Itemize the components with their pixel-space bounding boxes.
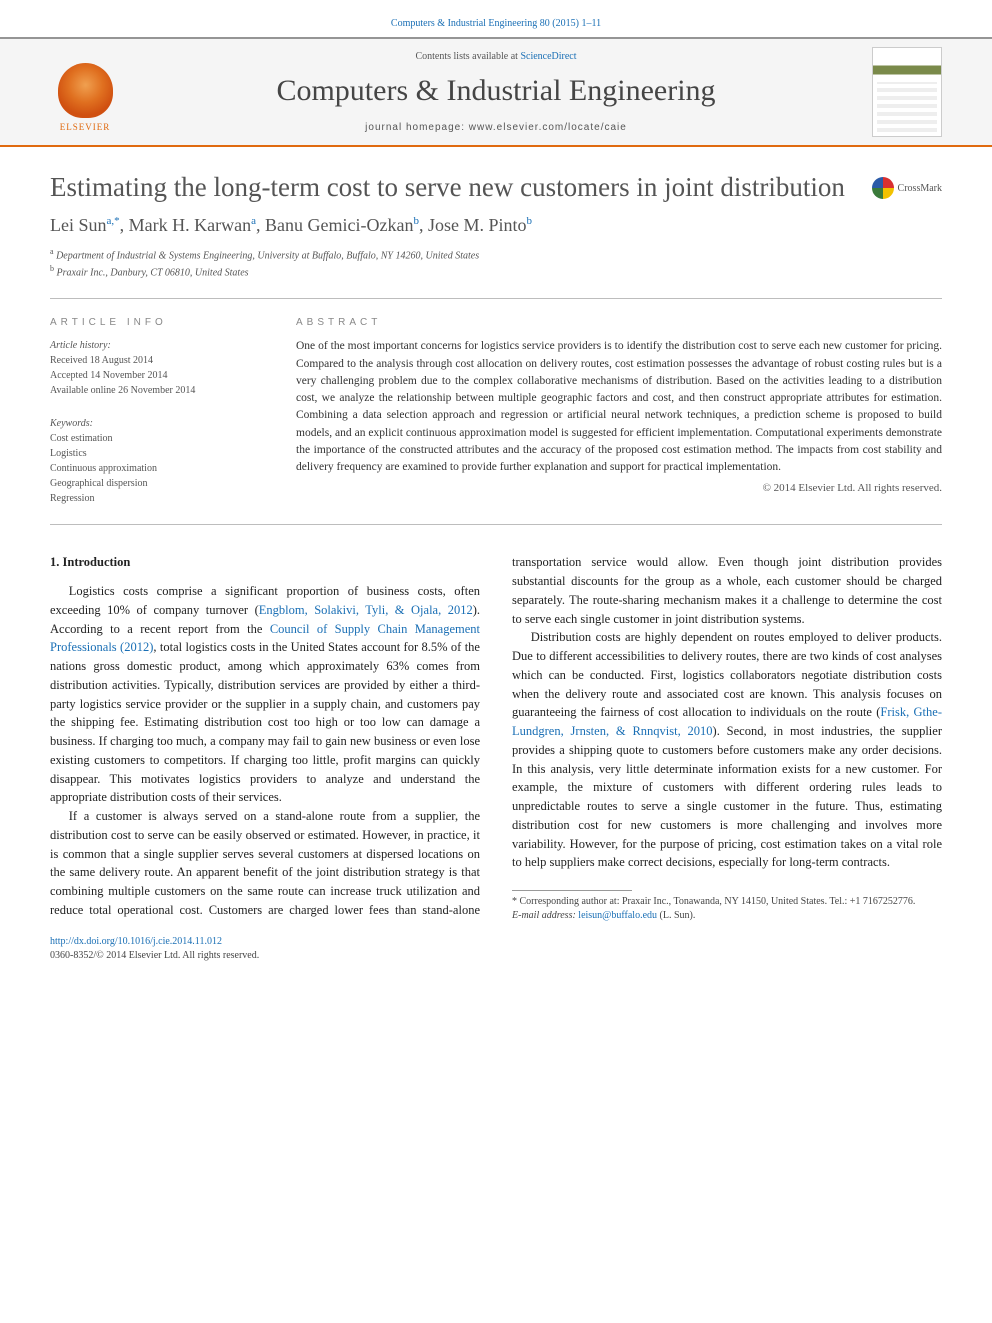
journal-cover-thumb [872,47,942,137]
journal-header: ELSEVIER Contents lists available at Sci… [0,37,992,147]
p1-c: , total logistics costs in the United St… [50,640,480,804]
abstract-copyright: © 2014 Elsevier Ltd. All rights reserved… [296,482,942,494]
crossmark-icon [872,177,894,199]
history-online: Available online 26 November 2014 [50,383,260,398]
contents-prefix: Contents lists available at [415,51,520,62]
article-info-heading: article info [50,317,260,328]
affil-a-mark: a [50,247,54,256]
elsevier-logo: ELSEVIER [50,52,120,132]
article-title: Estimating the long-term cost to serve n… [50,171,872,205]
history-received: Received 18 August 2014 [50,353,260,368]
keyword-2: Logistics [50,446,260,461]
affiliations: a Department of Industrial & Systems Eng… [50,246,942,281]
journal-title: Computers & Industrial Engineering [120,74,872,108]
keywords-label: Keywords: [50,416,260,431]
homepage-url[interactable]: www.elsevier.com/locate/caie [469,122,627,133]
homepage-label: journal homepage: [365,122,469,133]
author-2-marks: a [251,215,256,227]
crossmark-badge[interactable]: CrossMark [872,177,942,199]
author-3-marks: b [413,215,419,227]
article-info-block: article info Article history: Received 1… [50,317,260,506]
footnotes: * Corresponding author at: Praxair Inc.,… [512,895,942,923]
doi-link[interactable]: http://dx.doi.org/10.1016/j.cie.2014.11.… [50,936,222,947]
crossmark-label: CrossMark [898,183,942,194]
footnote-rule [512,890,632,891]
section-1-heading: 1. Introduction [50,553,480,572]
email-suffix: (L. Sun). [657,910,695,921]
affil-b-text: Praxair Inc., Danbury, CT 06810, United … [57,267,249,278]
email-label: E-mail address: [512,910,578,921]
author-1-marks: a,* [107,215,120,227]
email-link[interactable]: leisun@buffalo.edu [578,910,657,921]
affil-b-mark: b [50,264,54,273]
divider-bottom [50,524,942,525]
divider-top [50,298,942,299]
issn-copyright: 0360-8352/© 2014 Elsevier Ltd. All right… [50,950,259,961]
sciencedirect-link[interactable]: ScienceDirect [520,51,576,62]
abstract-text: One of the most important concerns for l… [296,338,942,476]
author-3: Banu Gemici-Ozkan [265,215,413,235]
p3-a: Distribution costs are highly dependent … [512,630,942,719]
history-label: Article history: [50,338,260,353]
homepage-line: journal homepage: www.elsevier.com/locat… [120,122,872,133]
author-2: Mark H. Karwan [129,215,251,235]
p3-b: ). Second, in most industries, the suppl… [512,724,942,869]
abstract-block: abstract One of the most important conce… [296,317,942,506]
keyword-4: Geographical dispersion [50,476,260,491]
author-4: Jose M. Pinto [428,215,527,235]
keyword-3: Continuous approximation [50,461,260,476]
elsevier-tree-icon [58,63,113,118]
ref-engblom[interactable]: Engblom, Solakivi, Tyli, & Ojala, 2012 [259,603,473,617]
author-4-marks: b [526,215,532,227]
authors-line: Lei Suna,*, Mark H. Karwana, Banu Gemici… [50,215,942,236]
corresponding-author: * Corresponding author at: Praxair Inc.,… [512,895,942,909]
author-1: Lei Sun [50,215,107,235]
doi-block: http://dx.doi.org/10.1016/j.cie.2014.11.… [0,935,992,979]
abstract-heading: abstract [296,317,942,328]
running-citation: Computers & Industrial Engineering 80 (2… [0,0,992,37]
keyword-1: Cost estimation [50,431,260,446]
publisher-name: ELSEVIER [60,122,111,132]
keyword-5: Regression [50,491,260,506]
contents-available-line: Contents lists available at ScienceDirec… [120,51,872,62]
body-text: 1. Introduction Logistics costs comprise… [50,553,942,923]
affil-a-text: Department of Industrial & Systems Engin… [56,250,479,261]
history-accepted: Accepted 14 November 2014 [50,368,260,383]
